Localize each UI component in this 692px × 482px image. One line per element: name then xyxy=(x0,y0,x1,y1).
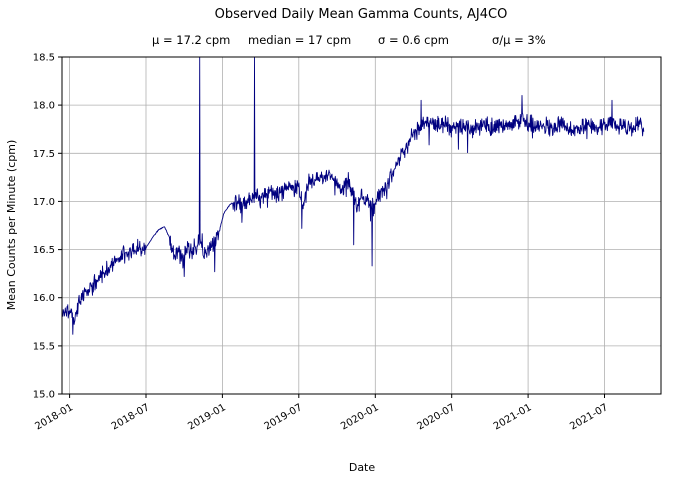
x-tick-label: 2020-07 xyxy=(416,402,458,432)
y-tick-label: 18.5 xyxy=(33,53,55,64)
x-tick-label: 2020-01 xyxy=(339,402,381,432)
y-tick-label: 18.0 xyxy=(33,101,55,112)
x-tick-label: 2018-01 xyxy=(33,402,75,432)
data-line xyxy=(62,56,645,335)
y-tick-label: 16.5 xyxy=(33,245,55,256)
x-tick-label: 2018-07 xyxy=(110,402,152,432)
y-tick-label: 17.0 xyxy=(33,197,55,208)
chart-title: Observed Daily Mean Gamma Counts, AJ4CO xyxy=(215,7,508,22)
stat-median: median = 17 cpm xyxy=(248,33,351,47)
x-axis-label: Date xyxy=(349,461,376,474)
x-tick-label: 2019-01 xyxy=(186,402,228,432)
y-tick-label: 15.5 xyxy=(33,341,55,352)
y-tick-label: 17.5 xyxy=(33,149,55,160)
plot-frame xyxy=(61,56,662,395)
x-tick-label: 2019-07 xyxy=(263,402,305,432)
x-tick-label: 2021-01 xyxy=(492,402,534,432)
y-axis-label: Mean Counts per Minute (cpm) xyxy=(5,140,18,311)
plot-area: 2018-01 2018-07 2019-01 2019-07 2020-01 2020-… xyxy=(33,53,662,432)
stat-sigma: σ = 0.6 cpm xyxy=(378,33,449,47)
x-tick-label: 2021-07 xyxy=(568,402,610,432)
y-tick-label: 16.0 xyxy=(33,293,55,304)
y-tick-label: 15.0 xyxy=(33,390,55,401)
stat-mean: μ = 17.2 cpm xyxy=(152,33,230,47)
stat-sigma-over-mu: σ/μ = 3% xyxy=(492,33,546,47)
chart-subtitle: μ = 17.2 cpm median = 17 cpm σ = 0.6 cpm… xyxy=(152,33,546,47)
